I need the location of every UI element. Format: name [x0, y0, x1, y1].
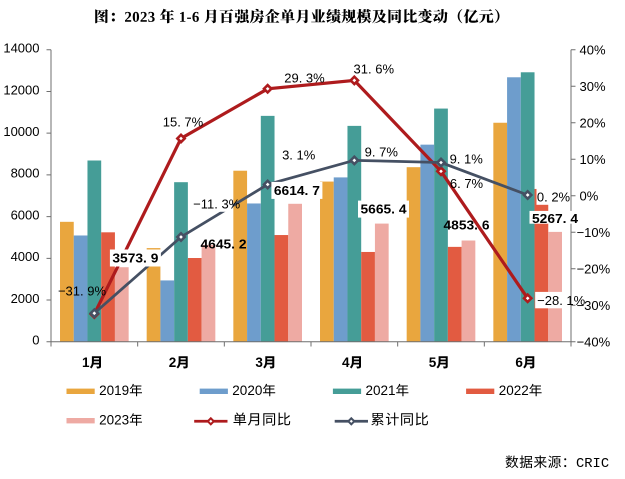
svg-text:−28. 1%: −28. 1%: [537, 293, 586, 308]
svg-text:CRIC: CRIC: [576, 457, 609, 472]
svg-text:3573. 9: 3573. 9: [112, 250, 158, 265]
svg-text:2022: 2022: [499, 383, 529, 398]
svg-text:2: 2: [169, 355, 177, 370]
svg-text:0. 2%: 0. 2%: [537, 189, 571, 204]
svg-text:2000: 2000: [11, 291, 40, 306]
svg-text:6614. 7: 6614. 7: [274, 183, 320, 198]
svg-text:3: 3: [255, 355, 263, 370]
svg-text:−30%: −30%: [577, 298, 611, 313]
svg-text:4000: 4000: [11, 249, 40, 264]
svg-text:8000: 8000: [11, 166, 40, 181]
svg-text:1: 1: [82, 355, 90, 370]
svg-text:5267. 4: 5267. 4: [532, 211, 579, 226]
svg-text:0: 0: [32, 333, 39, 348]
svg-text:−10%: −10%: [577, 225, 611, 240]
svg-text:4: 4: [342, 355, 350, 370]
svg-text:2023: 2023: [99, 413, 129, 428]
svg-text:−40%: −40%: [577, 334, 611, 349]
svg-text:9. 7%: 9. 7%: [365, 144, 399, 159]
svg-text:2021: 2021: [366, 383, 396, 398]
svg-text:14000: 14000: [3, 41, 39, 56]
svg-text:6. 7%: 6. 7%: [450, 176, 484, 191]
svg-text:2020: 2020: [232, 383, 262, 398]
svg-text:5: 5: [429, 355, 437, 370]
svg-text:6: 6: [515, 355, 523, 370]
svg-text:3. 1%: 3. 1%: [282, 147, 316, 162]
svg-text:15. 7%: 15. 7%: [163, 114, 204, 129]
svg-text:31. 6%: 31. 6%: [354, 62, 395, 77]
svg-text:0%: 0%: [580, 188, 599, 203]
svg-text:2019: 2019: [99, 383, 129, 398]
svg-text:12000: 12000: [3, 82, 39, 97]
svg-text:−11. 3%: −11. 3%: [193, 196, 241, 211]
svg-text:−20%: −20%: [577, 261, 611, 276]
svg-text:5665. 4: 5665. 4: [361, 202, 408, 217]
svg-text:4853. 6: 4853. 6: [444, 218, 490, 233]
svg-text:−31. 9%: −31. 9%: [58, 283, 107, 298]
svg-text:40%: 40%: [580, 42, 606, 57]
svg-text:4645. 2: 4645. 2: [201, 236, 247, 251]
svg-text:10000: 10000: [3, 124, 39, 139]
svg-text:30%: 30%: [580, 79, 606, 94]
svg-text:9. 1%: 9. 1%: [450, 152, 484, 167]
svg-text:6000: 6000: [11, 207, 40, 222]
svg-text:20%: 20%: [580, 115, 606, 130]
svg-text:10%: 10%: [580, 152, 606, 167]
svg-text:29. 3%: 29. 3%: [284, 71, 325, 86]
